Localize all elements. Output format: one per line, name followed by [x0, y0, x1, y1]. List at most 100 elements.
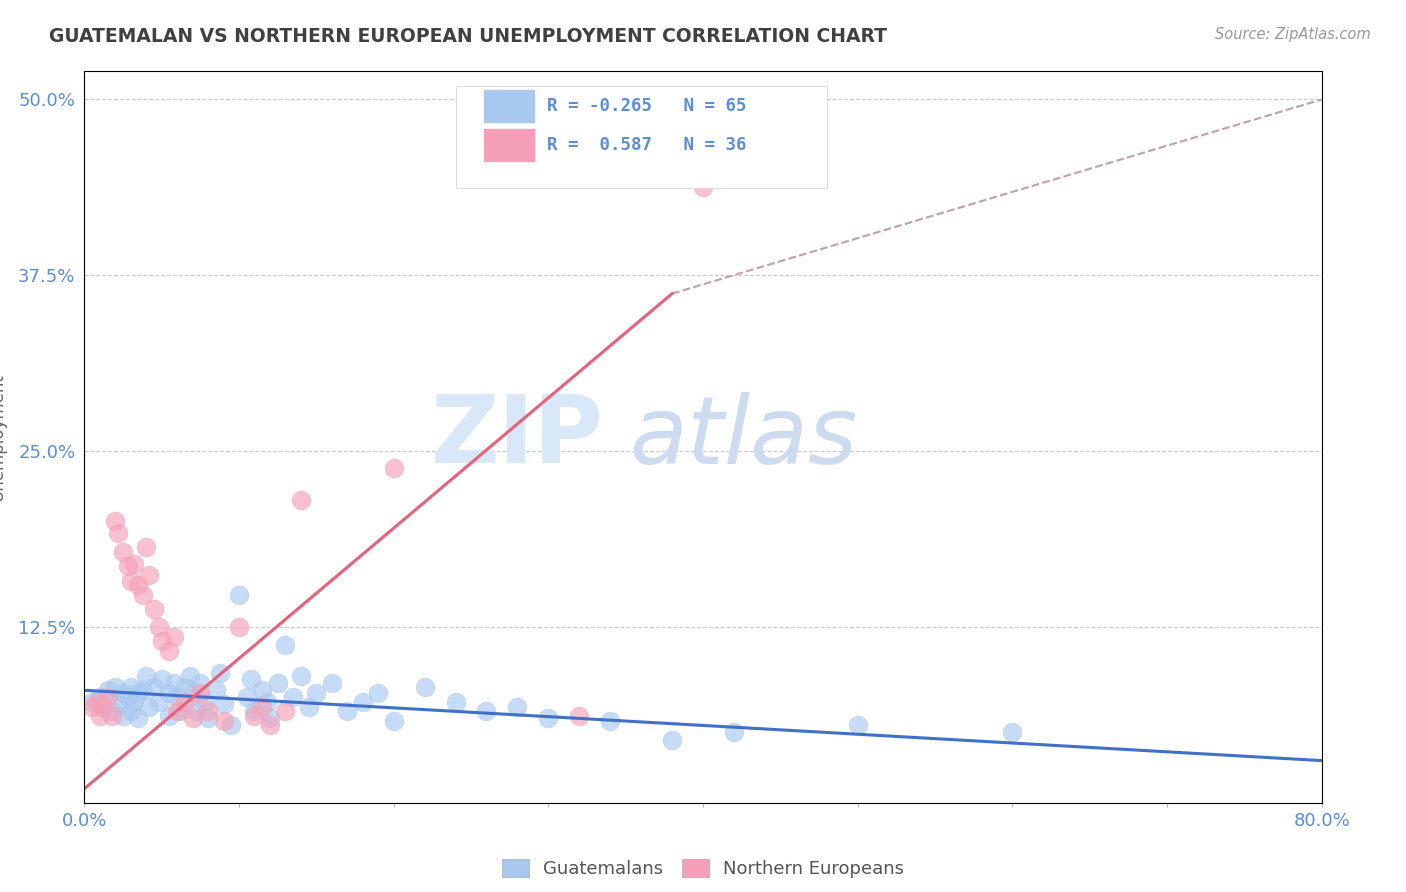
Point	[174, 681, 197, 695]
Point	[122, 694, 145, 708]
Point	[166, 690, 188, 705]
Point	[179, 669, 201, 683]
Point	[112, 686, 135, 700]
Point	[197, 711, 219, 725]
Point	[205, 683, 228, 698]
Point	[143, 601, 166, 615]
Point	[112, 545, 135, 559]
Point	[209, 666, 232, 681]
Point	[86, 694, 108, 708]
Point	[135, 540, 157, 554]
Point	[228, 620, 250, 634]
Point	[82, 694, 104, 708]
Y-axis label: Unemployment: Unemployment	[0, 373, 7, 501]
Point	[243, 705, 266, 719]
Point	[122, 557, 145, 571]
Point	[290, 669, 312, 683]
FancyBboxPatch shape	[482, 89, 534, 122]
Text: GUATEMALAN VS NORTHERN EUROPEAN UNEMPLOYMENT CORRELATION CHART: GUATEMALAN VS NORTHERN EUROPEAN UNEMPLOY…	[49, 27, 887, 45]
Text: R = -0.265   N = 65: R = -0.265 N = 65	[547, 96, 747, 115]
Text: R =  0.587   N = 36: R = 0.587 N = 36	[547, 136, 747, 154]
Point	[212, 698, 235, 712]
Point	[181, 711, 204, 725]
Point	[132, 683, 155, 698]
Point	[128, 711, 150, 725]
Point	[89, 690, 111, 705]
Point	[97, 690, 120, 705]
Point	[150, 672, 173, 686]
Point	[104, 681, 127, 695]
Point	[537, 711, 560, 725]
Point	[169, 705, 191, 719]
Point	[197, 705, 219, 719]
Point	[128, 686, 150, 700]
Point	[159, 686, 181, 700]
Point	[259, 711, 281, 725]
Point	[846, 718, 869, 732]
Point	[336, 705, 359, 719]
Point	[181, 686, 204, 700]
Point	[163, 630, 186, 644]
FancyBboxPatch shape	[456, 86, 827, 188]
Point	[256, 694, 278, 708]
Point	[236, 690, 259, 705]
Point	[120, 705, 142, 719]
Point	[104, 515, 127, 529]
Point	[240, 672, 263, 686]
Point	[274, 705, 297, 719]
Point	[506, 700, 529, 714]
Point	[188, 686, 212, 700]
Point	[252, 700, 274, 714]
Point	[723, 725, 745, 739]
Point	[290, 493, 312, 508]
Point	[184, 705, 207, 719]
Point	[163, 676, 186, 690]
Point	[101, 708, 124, 723]
Point	[148, 694, 170, 708]
Point	[132, 588, 155, 602]
Point	[221, 718, 243, 732]
Point	[91, 700, 114, 714]
Point	[138, 568, 160, 582]
Point	[259, 718, 281, 732]
Point	[212, 714, 235, 729]
Text: ZIP: ZIP	[432, 391, 605, 483]
Point	[89, 708, 111, 723]
Point	[82, 700, 104, 714]
Point	[228, 588, 250, 602]
Point	[107, 525, 129, 540]
Point	[352, 694, 374, 708]
Point	[128, 578, 150, 592]
Point	[120, 681, 142, 695]
Text: Source: ZipAtlas.com: Source: ZipAtlas.com	[1215, 27, 1371, 42]
Point	[274, 638, 297, 652]
Point	[321, 676, 343, 690]
Point	[1001, 725, 1024, 739]
Point	[135, 669, 157, 683]
Point	[568, 708, 591, 723]
Point	[194, 694, 217, 708]
Point	[112, 708, 135, 723]
Point	[661, 732, 683, 747]
Point	[148, 620, 170, 634]
Point	[120, 574, 142, 588]
Point	[159, 708, 181, 723]
Point	[283, 690, 305, 705]
Point	[188, 676, 212, 690]
Point	[382, 714, 405, 729]
Point	[599, 714, 621, 729]
Text: atlas: atlas	[628, 392, 858, 483]
Point	[159, 644, 181, 658]
Point	[97, 683, 120, 698]
Point	[166, 705, 188, 719]
Point	[150, 634, 173, 648]
Point	[138, 700, 160, 714]
Point	[367, 686, 389, 700]
Point	[117, 690, 139, 705]
Legend: Guatemalans, Northern Europeans: Guatemalans, Northern Europeans	[502, 858, 904, 878]
Point	[252, 683, 274, 698]
Point	[382, 461, 405, 475]
Point	[174, 694, 197, 708]
Point	[107, 698, 129, 712]
Point	[444, 694, 467, 708]
